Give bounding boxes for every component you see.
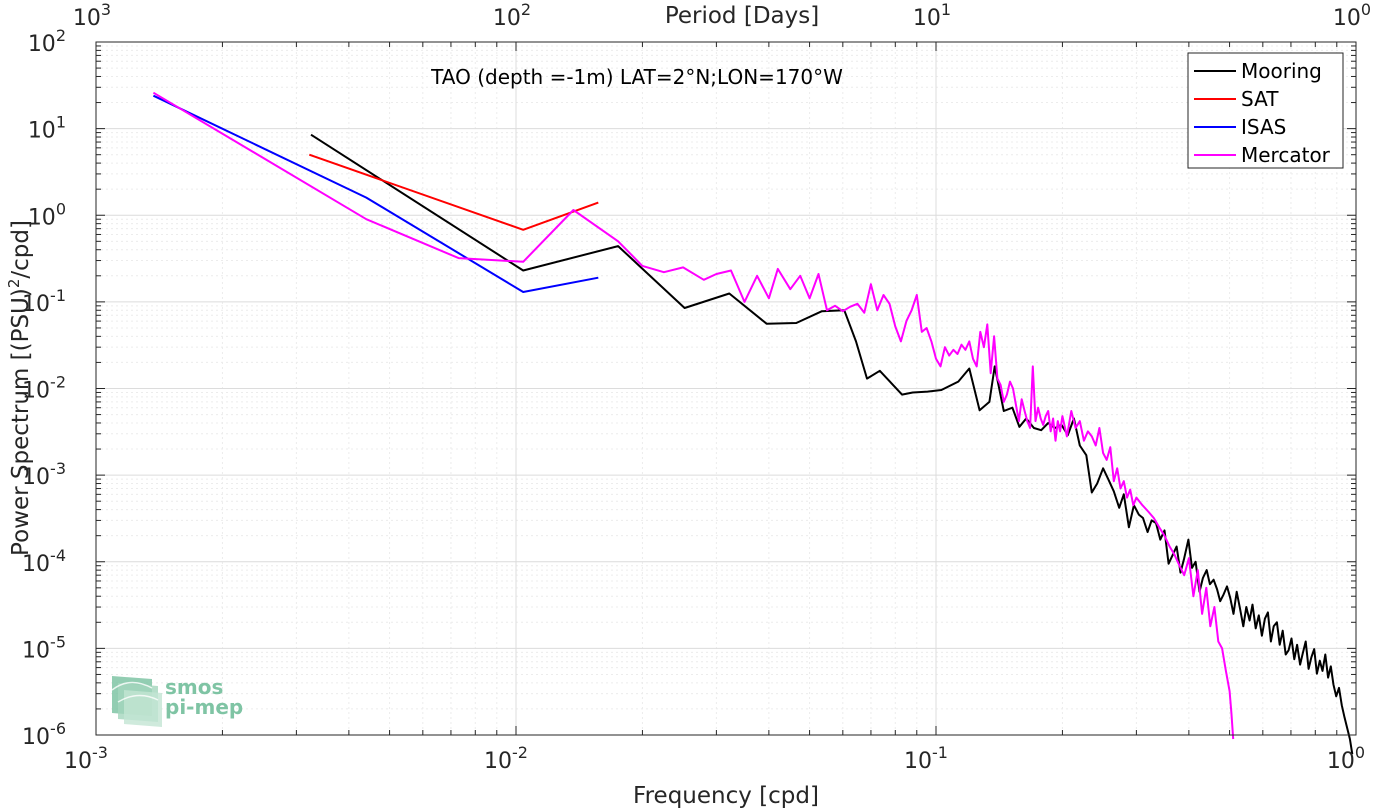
y-tick-label: 10-3 [22,459,66,490]
series-lines [152,91,1354,755]
legend-label-mooring: Mooring [1241,59,1322,83]
x-tick-labels: 10-3 10-2 10-1 100 [64,743,1365,774]
legend-label-sat: SAT [1241,87,1279,111]
y-tick-label: 102 [28,26,66,57]
y-tick-label: 10-6 [22,719,66,750]
legend-label-isas: ISAS [1241,115,1286,139]
x-tick-label: 10-1 [904,743,948,774]
top-x-tick-label: 102 [493,0,531,31]
x-axis-title: Frequency [cpd] [633,783,819,809]
top-x-tick-label: 101 [913,0,951,31]
y-axis-title-suffix: /cpd] [8,220,34,279]
axis-ticks [95,42,1356,736]
y-tick-label: 101 [28,113,66,144]
x-tick-label: 10-3 [64,743,108,774]
logo-line-1: smos [165,675,223,699]
y-tick-label: 10-4 [22,546,66,577]
y-axis-title: Power Spectrum [(PSU)2/cpd] [5,220,34,556]
x-tick-label: 100 [1327,743,1365,774]
series-line-sat [308,153,599,231]
y-tick-label: 10-2 [22,373,66,404]
top-x-tick-label: 100 [1333,0,1371,31]
top-x-tick-label: 103 [73,0,111,31]
series-line-mooring [310,133,1354,755]
series-line-mercator [152,91,1235,740]
chart-title: TAO (depth =-1m) LAT=2°N;LON=170°W [430,65,843,89]
legend-box [1187,52,1344,169]
y-tick-label: 10-1 [22,286,66,317]
y-tick-label: 100 [28,199,66,230]
top-x-axis-title: Period [Days] [665,3,819,29]
top-x-tick-labels: 103 102 101 100 [73,0,1371,31]
logo-mark [111,676,162,727]
smos-pimep-logo: smos pi-mep [111,675,243,727]
x-tick-label: 10-2 [484,743,528,774]
y-axis-title-sup: 2 [5,279,23,289]
logo-line-2: pi-mep [165,695,243,719]
legend-label-mercator: Mercator [1241,143,1331,167]
y-tick-labels: 102 101 100 10-1 10-2 10-3 10-4 10-5 10-6 [22,26,66,750]
series-line-isas [152,94,599,293]
y-tick-label: 10-5 [22,632,66,663]
legend: Mooring SAT ISAS Mercator [1187,52,1344,169]
grid [95,41,1357,736]
y-axis-title-main: Power Spectrum [(PSU) [8,288,34,556]
